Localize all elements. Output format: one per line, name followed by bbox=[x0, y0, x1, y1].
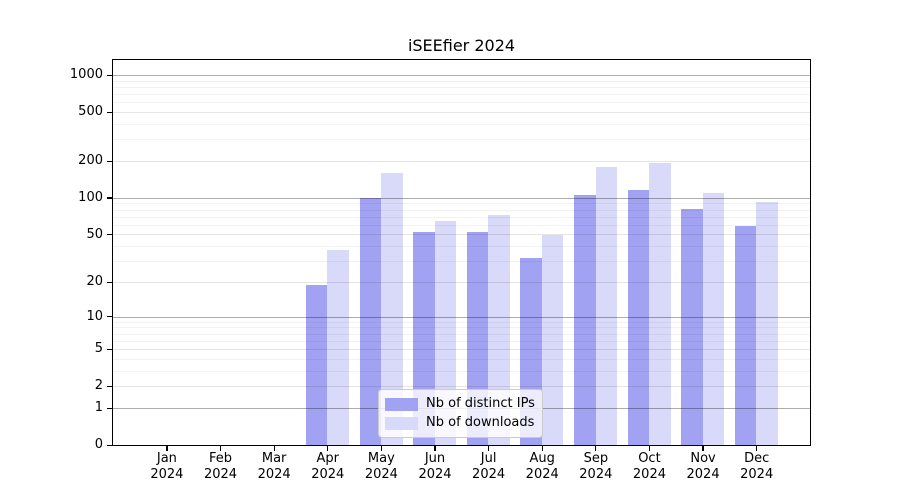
x-tick-label-month: Aug bbox=[529, 451, 555, 466]
y-tick-label: 2 bbox=[94, 378, 103, 394]
x-tick-mark-mar bbox=[273, 445, 275, 451]
legend-label-downloads: Nb of downloads bbox=[426, 415, 535, 430]
y-tick-mark-5 bbox=[107, 348, 112, 350]
x-tick-mark-oct bbox=[648, 445, 651, 451]
bar-downloads-sep bbox=[595, 167, 617, 445]
x-tick-label: Jan 2024 bbox=[135, 451, 199, 482]
bar-distinct-ips-apr bbox=[306, 284, 328, 445]
x-tick-label-year: 2024 bbox=[203, 466, 238, 482]
bar-distinct-ips-nov bbox=[681, 208, 703, 445]
x-tick-label-year: 2024 bbox=[150, 466, 184, 482]
x-tick-mark-jun bbox=[434, 445, 436, 451]
bar-downloads-nov bbox=[702, 192, 725, 445]
x-tick-mark-sep bbox=[595, 445, 597, 451]
legend-item-downloads: Nb of downloads bbox=[385, 415, 535, 431]
y-tick-label: 20 bbox=[86, 274, 103, 290]
x-tick-label: Feb 2024 bbox=[189, 451, 253, 482]
x-tick-mark-dec bbox=[756, 445, 758, 451]
x-tick-label-year: 2024 bbox=[418, 466, 452, 482]
x-tick-label: Nov 2024 bbox=[671, 451, 735, 482]
y-tick-label: 100 bbox=[78, 190, 103, 206]
x-tick-label-year: 2024 bbox=[257, 466, 291, 482]
x-tick-label-month: Sep bbox=[583, 451, 609, 466]
x-tick-label-month: Apr bbox=[316, 451, 340, 466]
x-tick-label-year: 2024 bbox=[686, 466, 720, 482]
bar-downloads-oct bbox=[649, 163, 671, 445]
bar-downloads-jun bbox=[434, 220, 457, 445]
bar-distinct-ips-sep bbox=[574, 194, 596, 445]
x-tick-label: Apr 2024 bbox=[296, 451, 360, 482]
bar-distinct-ips-dec bbox=[734, 225, 757, 445]
y-tick-label: 0 bbox=[94, 437, 103, 453]
x-tick-label: Aug 2024 bbox=[510, 451, 574, 482]
x-tick-label-year: 2024 bbox=[740, 466, 774, 482]
x-tick-label-month: Feb bbox=[209, 451, 233, 466]
x-tick-mark-jul bbox=[488, 445, 490, 451]
x-tick-mark-jan bbox=[166, 445, 168, 451]
x-tick-label: Mar 2024 bbox=[242, 451, 306, 482]
x-tick-label-year: 2024 bbox=[472, 466, 506, 482]
y-tick-mark-1000 bbox=[107, 74, 112, 76]
x-tick-label-year: 2024 bbox=[579, 466, 613, 482]
x-tick-label-year: 2024 bbox=[632, 466, 666, 482]
x-tick-mark-feb bbox=[219, 445, 222, 451]
x-tick-label-month: May bbox=[367, 451, 395, 466]
x-tick-label-year: 2024 bbox=[525, 466, 559, 482]
x-tick-label-month: Nov bbox=[690, 451, 716, 466]
legend-swatch-downloads bbox=[385, 416, 418, 430]
x-tick-mark-nov bbox=[702, 445, 704, 451]
y-tick-mark-50 bbox=[107, 234, 112, 236]
x-tick-label: May 2024 bbox=[349, 451, 413, 482]
legend-label-distinct-ips: Nb of distinct IPs bbox=[426, 396, 535, 411]
y-tick-label: 1 bbox=[94, 400, 103, 416]
y-tick-mark-200 bbox=[107, 160, 112, 162]
chart-title: iSEEfier 2024 bbox=[407, 36, 516, 55]
x-tick-mark-apr bbox=[327, 445, 329, 451]
y-tick-mark-2 bbox=[107, 385, 112, 388]
x-tick-label-year: 2024 bbox=[364, 466, 398, 482]
y-tick-label: 1000 bbox=[69, 67, 103, 83]
x-tick-label: Oct 2024 bbox=[617, 451, 681, 482]
y-tick-label: 50 bbox=[86, 226, 103, 242]
x-tick-label-month: Oct bbox=[638, 451, 661, 466]
bar-distinct-ips-oct bbox=[627, 189, 650, 445]
x-tick-label: Dec 2024 bbox=[725, 451, 789, 482]
y-tick-label: 10 bbox=[86, 308, 103, 324]
x-tick-label-month: Dec bbox=[744, 451, 770, 466]
legend-item-distinct-ips: Nb of distinct IPs bbox=[385, 396, 535, 412]
x-tick-label: Jun 2024 bbox=[403, 451, 467, 482]
y-tick-mark-0 bbox=[107, 444, 112, 446]
bar-downloads-dec bbox=[756, 202, 778, 445]
y-tick-label: 5 bbox=[94, 341, 103, 357]
bar-downloads-jul bbox=[488, 215, 510, 445]
x-tick-label: Sep 2024 bbox=[564, 451, 628, 482]
x-tick-label: Jul 2024 bbox=[457, 451, 521, 482]
legend: Nb of distinct IPs Nb of downloads bbox=[378, 389, 543, 438]
y-tick-label: 200 bbox=[78, 153, 103, 169]
legend-swatch-distinct-ips bbox=[385, 397, 418, 411]
bars-layer bbox=[113, 60, 810, 445]
bar-downloads-aug bbox=[541, 235, 564, 445]
bar-downloads-apr bbox=[327, 250, 349, 445]
plot-area: Nb of distinct IPs Nb of downloads bbox=[112, 59, 811, 446]
y-tick-mark-10 bbox=[107, 316, 112, 318]
x-tick-label-month: Jul bbox=[480, 451, 497, 466]
bar-distinct-ips-may bbox=[359, 197, 382, 445]
bar-downloads-may bbox=[381, 172, 403, 445]
x-tick-label-month: Mar bbox=[261, 451, 287, 466]
x-tick-mark-aug bbox=[541, 445, 543, 451]
y-tick-mark-100 bbox=[107, 197, 112, 199]
x-tick-mark-may bbox=[380, 445, 382, 451]
x-tick-label-month: Jun bbox=[424, 451, 446, 466]
x-tick-label-month: Jan bbox=[156, 451, 177, 466]
y-tick-label: 500 bbox=[78, 104, 103, 120]
y-tick-mark-20 bbox=[107, 281, 112, 283]
y-tick-mark-500 bbox=[107, 111, 112, 113]
x-tick-label-year: 2024 bbox=[311, 466, 345, 482]
y-tick-mark-1 bbox=[107, 407, 112, 409]
